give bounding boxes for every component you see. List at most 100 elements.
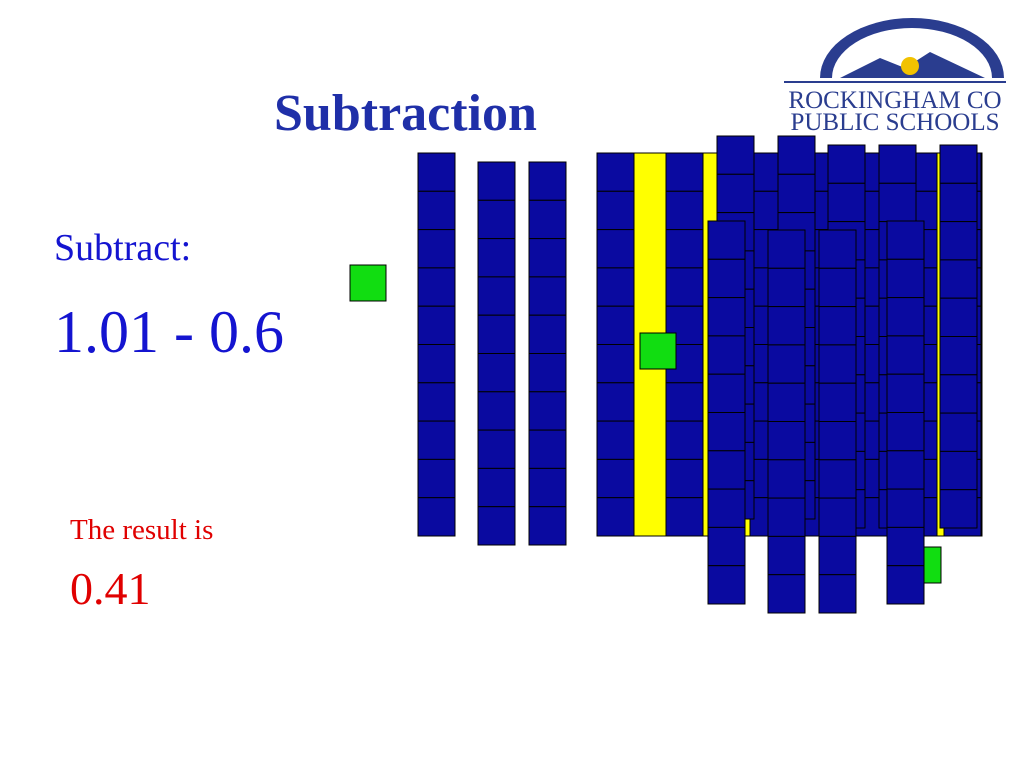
unit-square <box>665 267 704 307</box>
unit-square <box>477 276 516 316</box>
unit-square <box>939 450 978 491</box>
unit-square <box>818 535 857 576</box>
unit-square <box>886 526 925 567</box>
unit-square <box>818 267 857 308</box>
unit-square <box>716 173 755 214</box>
unit-square <box>939 144 978 184</box>
unit-square <box>665 229 704 269</box>
unit-square <box>596 190 635 231</box>
logo-line2: PUBLIC SCHOOLS <box>790 109 999 136</box>
unit-square <box>417 152 456 192</box>
unit-square <box>477 353 516 393</box>
unit-square <box>939 221 978 261</box>
unit-square <box>477 199 516 240</box>
unit-square <box>596 305 635 346</box>
single-unit <box>349 264 387 302</box>
unit-square <box>818 459 857 499</box>
unit-square <box>528 161 567 201</box>
unit-square <box>767 267 806 308</box>
unit-square <box>827 182 866 223</box>
unit-square <box>886 412 925 452</box>
logo-sun <box>901 57 919 75</box>
unit-square <box>818 306 857 346</box>
unit-square <box>596 420 635 460</box>
unit-square <box>886 335 925 375</box>
title: Subtraction <box>274 85 537 142</box>
unit-square <box>477 391 516 431</box>
unit-square <box>716 135 755 175</box>
unit-square <box>417 420 456 460</box>
unit-square <box>477 429 516 469</box>
unit-square <box>767 306 806 346</box>
unit-square <box>886 565 925 605</box>
unit-square <box>818 229 857 269</box>
unit-square <box>596 344 635 384</box>
unit-square <box>707 565 746 605</box>
unit-square <box>886 488 925 528</box>
unit-square <box>665 458 704 499</box>
unit-square <box>767 574 806 614</box>
unit-square <box>827 144 866 184</box>
unit-square <box>665 190 704 231</box>
expression: 1.01 - 0.6 <box>54 299 284 365</box>
unit-square <box>878 144 917 184</box>
single-unit <box>639 332 677 370</box>
unit-square <box>939 336 978 376</box>
unit-square <box>528 276 567 316</box>
unit-square <box>665 497 704 537</box>
unit-square <box>818 497 857 537</box>
unit-square <box>707 450 746 490</box>
unit-square <box>777 135 816 175</box>
unit-square <box>707 220 746 260</box>
unit-square <box>818 382 857 423</box>
unit-square <box>767 382 806 423</box>
unit-square <box>886 220 925 260</box>
unit-square <box>707 373 746 414</box>
unit-square <box>477 506 516 546</box>
unit-square <box>767 344 806 384</box>
unit-square <box>528 199 567 240</box>
result: 0.41 <box>70 563 151 614</box>
unit-square <box>477 161 516 201</box>
unit-square <box>818 421 857 461</box>
unit-square <box>777 173 816 214</box>
unit-square <box>939 182 978 223</box>
unit-square <box>939 374 978 414</box>
unit-square <box>665 382 704 422</box>
prompt: Subtract: <box>54 227 192 269</box>
unit-square <box>528 353 567 393</box>
unit-square <box>596 458 635 499</box>
unit-square <box>878 182 917 223</box>
unit-square <box>528 506 567 546</box>
unit-square <box>665 420 704 460</box>
unit-square <box>707 488 746 528</box>
unit-square <box>707 297 746 337</box>
unit-square <box>767 421 806 461</box>
unit-square <box>596 497 635 537</box>
unit-square <box>528 238 567 278</box>
unit-square <box>707 526 746 567</box>
unit-square <box>417 344 456 384</box>
unit-square <box>528 429 567 469</box>
unit-square <box>886 373 925 414</box>
unit-square <box>417 190 456 231</box>
unit-square <box>528 467 567 508</box>
unit-square <box>417 267 456 307</box>
unit-square <box>707 258 746 299</box>
unit-square <box>939 412 978 452</box>
unit-square <box>477 467 516 508</box>
logo-line1: ROCKINGHAM CO <box>788 87 1001 114</box>
unit-square <box>767 497 806 537</box>
unit-square <box>528 391 567 431</box>
unit-square <box>707 335 746 375</box>
unit-square <box>818 574 857 614</box>
unit-square <box>707 412 746 452</box>
unit-square <box>939 297 978 338</box>
result-label: The result is <box>70 514 214 546</box>
unit-square <box>665 152 704 192</box>
unit-square <box>417 497 456 537</box>
unit-square <box>939 489 978 529</box>
